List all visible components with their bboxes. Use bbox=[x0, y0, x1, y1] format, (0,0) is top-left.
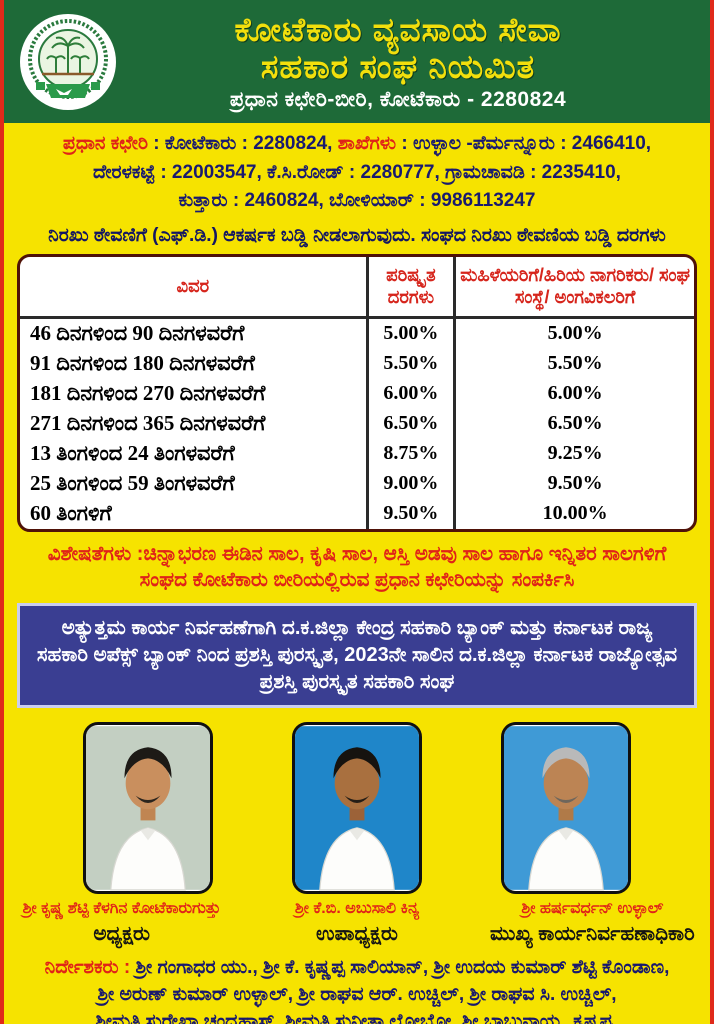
contact-line-1: ಪ್ರಧಾನ ಕಛೇರಿ : ಕೋಟೆಕಾರು : 2280824, ಶಾಖೆಗ… bbox=[4, 130, 710, 159]
deposit-period: 181 ದಿನಗಳಿಂದ 270 ದಿನಗಳವರೆಗೆ bbox=[30, 380, 266, 405]
palm-trees-icon bbox=[46, 36, 90, 74]
header: ಕೋಟೆಕಾರು ವ್ಯವಸಾಯ ಸೇವಾ ಸಹಕಾರ ಸಂಘ ನಿಯಮಿತ ಪ… bbox=[4, 0, 710, 123]
directors-line-2: ಶ್ರೀ ಅರುಣ್ ಕುಮಾರ್ ಉಳ್ಳಾಲ್, ಶ್ರೀ ರಾಘವ ಆರ್… bbox=[97, 984, 617, 1006]
ceo-name: ಶ್ರೀ ಹರ್ಷವರ್ಧನ್ ಉಳ್ಳಾಲ್ bbox=[521, 900, 664, 918]
rate-value: 9.50% bbox=[365, 498, 455, 529]
deposit-period: 91 ದಿನಗಳಿಂದ 180 ದಿನಗಳವರೆಗೆ bbox=[30, 350, 255, 375]
rate-value: 5.00% bbox=[365, 317, 455, 349]
deposit-period: 46 ದಿನಗಳಿಂದ 90 ದಿನಗಳವರೆಗೆ bbox=[30, 320, 245, 345]
directors-names-1: ಶ್ರೀ ಗಂಗಾಧರ ಯು., ಶ್ರೀ ಕೆ. ಕೃಷ್ಣಪ್ಪ ಸಾಲಿಯ… bbox=[135, 957, 670, 979]
rate-value: 6.00% bbox=[365, 378, 455, 409]
ceo-block: ಶ್ರೀ ಹರ್ಷವರ್ಧನ್ ಉಳ್ಳಾಲ್ ಮುಖ್ಯ ಕಾರ್ಯನಿರ್ವ… bbox=[475, 899, 710, 946]
col-header-special-rates: ಮಹಿಳೆಯರಿಗೆ/ಹಿರಿಯ ನಾಗರಿಕರು/ ಸಂಘ ಸಂಸ್ಥೆ/ ಅ… bbox=[453, 256, 694, 319]
table-row: 181 ದಿನಗಳಿಂದ 270 ದಿನಗಳವರೆಗೆ 6.00% 6.00% bbox=[20, 378, 694, 409]
vice-president-block: ಶ್ರೀ ಕೆ.ಬಿ. ಅಬುಸಾಲಿ ಕಿನ್ಯ ಉಪಾಧ್ಯಕ್ಷರು bbox=[239, 899, 474, 946]
table-row: 13 ತಿಂಗಳಿಂದ 24 ತಿಂಗಳವರೆಗೆ 8.75% 9.25% bbox=[20, 438, 694, 469]
branch-ullala-number: : ಉಳ್ಳಾಲ -ಪೆರ್ಮನ್ನೂರು : 2466410, bbox=[401, 133, 652, 154]
officials-photos bbox=[4, 722, 710, 895]
deposit-period: 25 ತಿಂಗಳಿಂದ 59 ತಿಂಗಳವರೆಗೆ bbox=[30, 470, 235, 495]
special-rate-value: 6.00% bbox=[453, 378, 694, 409]
special-rate-value: 6.50% bbox=[453, 408, 694, 439]
vice-president-title: ಉಪಾಧ್ಯಕ್ಷರು bbox=[316, 923, 398, 946]
officials-names: ಶ್ರೀ ಕೃಷ್ಣ ಶೆಟ್ಟಿ ಕೆಳಗಿನ ಕೋಟೆಕಾರುಗುತ್ತು … bbox=[4, 899, 710, 946]
head-office-line: ಪ್ರಧಾನ ಕಛೇರಿ-ಬೀರಿ, ಕೋಟೆಕಾರು - 2280824 bbox=[229, 88, 567, 112]
table-row: 271 ದಿನಗಳಿಂದ 365 ದಿನಗಳವರೆಗೆ 6.50% 6.50% bbox=[20, 408, 694, 439]
table-row: 46 ದಿನಗಳಿಂದ 90 ದಿನಗಳವರೆಗೆ 5.00% 5.00% bbox=[20, 317, 694, 349]
org-name-line2: ಸಹಕಾರ ಸಂಘ ನಿಯಮಿತ bbox=[260, 48, 536, 85]
president-block: ಶ್ರೀ ಕೃಷ್ಣ ಶೆಟ್ಟಿ ಕೆಳಗಿನ ಕೋಟೆಕಾರುಗುತ್ತು … bbox=[4, 899, 239, 946]
ceo-title: ಮುಖ್ಯ ಕಾರ್ಯನಿರ್ವಹಣಾಧಿಕಾರಿ bbox=[490, 923, 695, 946]
special-rate-value: 5.50% bbox=[453, 348, 694, 379]
vice-president-name: ಶ್ರೀ ಕೆ.ಬಿ. ಅಬುಸಾಲಿ ಕಿನ್ಯ bbox=[294, 900, 420, 918]
features-text: ಚಿನ್ನಾಭರಣ ಈಡಿನ ಸಾಲ, ಕೃಷಿ ಸಾಲ, ಆಸ್ತಿ ಅಡವು… bbox=[139, 542, 667, 591]
table-row: 91 ದಿನಗಳಿಂದ 180 ದಿನಗಳವರೆಗೆ 5.50% 5.50% bbox=[20, 348, 694, 379]
special-rate-value: 9.50% bbox=[453, 468, 694, 499]
deposit-intro: ನಿರಖು ಠೇವಣಿಗೆ (ಎಫ್.ಡಿ.) ಆಕರ್ಷಕ ಬಡ್ಡಿ ನೀಡ… bbox=[48, 224, 666, 246]
directors-line-3: ಶ್ರೀಮತಿ ಸುರೇಖಾ ಚಂದ್ರಹಾಸ್, ಶ್ರೀಮತಿ ಸುನೀತಾ… bbox=[95, 1010, 619, 1024]
branches-label: ಶಾಖೆಗಳು bbox=[337, 133, 397, 154]
directors-label: ನಿರ್ದೇಶಕರು : bbox=[44, 957, 131, 979]
contact-numbers: ಪ್ರಧಾನ ಕಛೇರಿ : ಕೋಟೆಕಾರು : 2280824, ಶಾಖೆಗ… bbox=[4, 123, 710, 216]
head-office-label: ಪ್ರಧಾನ ಕಛೇರಿ bbox=[62, 133, 148, 154]
special-rate-value: 9.25% bbox=[453, 438, 694, 469]
rate-value: 8.75% bbox=[365, 438, 455, 469]
contact-line-3: ಕುತ್ತಾರು : 2460824, ಬೋಳಿಯಾರ್ : 998611324… bbox=[178, 190, 536, 211]
rate-value: 9.00% bbox=[365, 468, 455, 499]
president-name: ಶ್ರೀ ಕೃಷ್ಣ ಶೆಟ್ಟಿ ಕೆಳಗಿನ ಕೋಟೆಕಾರುಗುತ್ತು bbox=[22, 900, 221, 918]
header-titles: ಕೋಟೆಕಾರು ವ್ಯವಸಾಯ ಸೇವಾ ಸಹಕಾರ ಸಂಘ ನಿಯಮಿತ ಪ… bbox=[118, 11, 702, 113]
deposit-period: 60 ತಿಂಗಳಿಗೆ bbox=[30, 500, 112, 525]
contact-line-2: ದೇರಳಕಟ್ಟೆ : 22003547, ಕೆ.ಸಿ.ರೋಡ್ : 22807… bbox=[93, 161, 621, 183]
president-title: ಅಧ್ಯಕ್ಷರು bbox=[93, 923, 150, 946]
rate-value: 5.50% bbox=[365, 348, 455, 379]
deposit-period: 271 ದಿನಗಳಿಂದ 365 ದಿನಗಳವರೆಗೆ bbox=[30, 410, 266, 435]
rate-value: 6.50% bbox=[365, 408, 455, 439]
table-row: 25 ತಿಂಗಳಿಂದ 59 ತಿಂಗಳವರೆಗೆ 9.00% 9.50% bbox=[20, 468, 694, 499]
society-logo bbox=[18, 12, 118, 112]
ceo-photo bbox=[501, 722, 631, 895]
special-rate-value: 5.00% bbox=[453, 317, 694, 349]
table-header-row: ವಿವರ ಪರಿಷ್ಕೃತ ದರಗಳು ಮಹಿಳೆಯರಿಗೆ/ಹಿರಿಯ ನಾಗ… bbox=[20, 256, 694, 319]
features-label: ವಿಶೇಷತೆಗಳು : bbox=[47, 542, 144, 565]
org-name-line1: ಕೋಟೆಕಾರು ವ್ಯವಸಾಯ ಸೇವಾ bbox=[234, 10, 562, 48]
col-header-revised-rates: ಪರಿಷ್ಕೃತ ದರಗಳು bbox=[365, 256, 455, 319]
interest-rates-table: ವಿವರ ಪರಿಷ್ಕೃತ ದರಗಳು ಮಹಿಳೆಯರಿಗೆ/ಹಿರಿಯ ನಾಗ… bbox=[17, 253, 697, 532]
col-header-details: ವಿವರ bbox=[20, 256, 368, 319]
loan-features-note: ವಿಶೇಷತೆಗಳು :ಚಿನ್ನಾಭರಣ ಈಡಿನ ಸಾಲ, ಕೃಷಿ ಸಾಲ… bbox=[24, 541, 690, 594]
deposit-period: 13 ತಿಂಗಳಿಂದ 24 ತಿಂಗಳವರೆಗೆ bbox=[30, 440, 235, 465]
handshake-icon bbox=[36, 81, 100, 98]
special-rate-value: 10.00% bbox=[453, 498, 694, 529]
president-photo bbox=[83, 722, 213, 895]
award-banner: ಅತ್ಯುತ್ತಮ ಕಾರ್ಯ ನಿರ್ವಹಣೆಗಾಗಿ ದ.ಕ.ಜಿಲ್ಲಾ … bbox=[17, 603, 697, 709]
head-office-number: : ಕೋಟೆಕಾರು : 2280824, bbox=[153, 133, 333, 154]
vice-president-photo bbox=[292, 722, 422, 895]
table-row: 60 ತಿಂಗಳಿಗೆ 9.50% 10.00% bbox=[20, 498, 694, 529]
directors-list: ನಿರ್ದೇಶಕರು : ಶ್ರೀ ಗಂಗಾಧರ ಯು., ಶ್ರೀ ಕೆ. ಕ… bbox=[4, 955, 710, 1024]
directors-line-1: ನಿರ್ದೇಶಕರು : ಶ್ರೀ ಗಂಗಾಧರ ಯು., ಶ್ರೀ ಕೆ. ಕ… bbox=[14, 955, 700, 982]
